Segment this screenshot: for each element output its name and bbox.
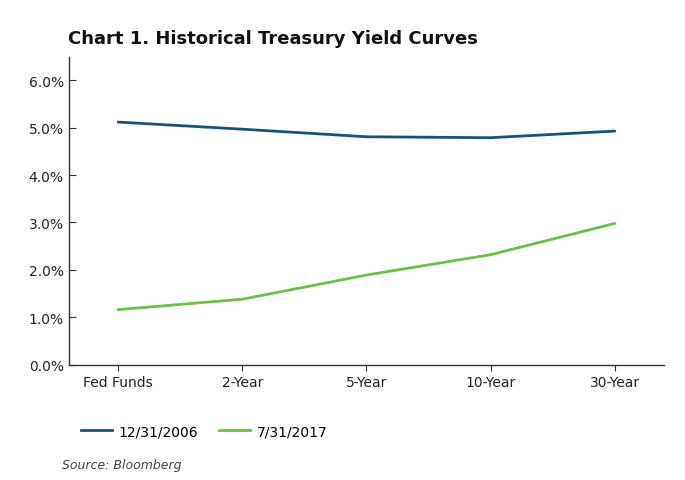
Legend: 12/31/2006, 7/31/2017: 12/31/2006, 7/31/2017	[75, 419, 333, 444]
Text: Chart 1. Historical Treasury Yield Curves: Chart 1. Historical Treasury Yield Curve…	[68, 30, 478, 48]
Text: Source: Bloomberg: Source: Bloomberg	[62, 458, 181, 471]
